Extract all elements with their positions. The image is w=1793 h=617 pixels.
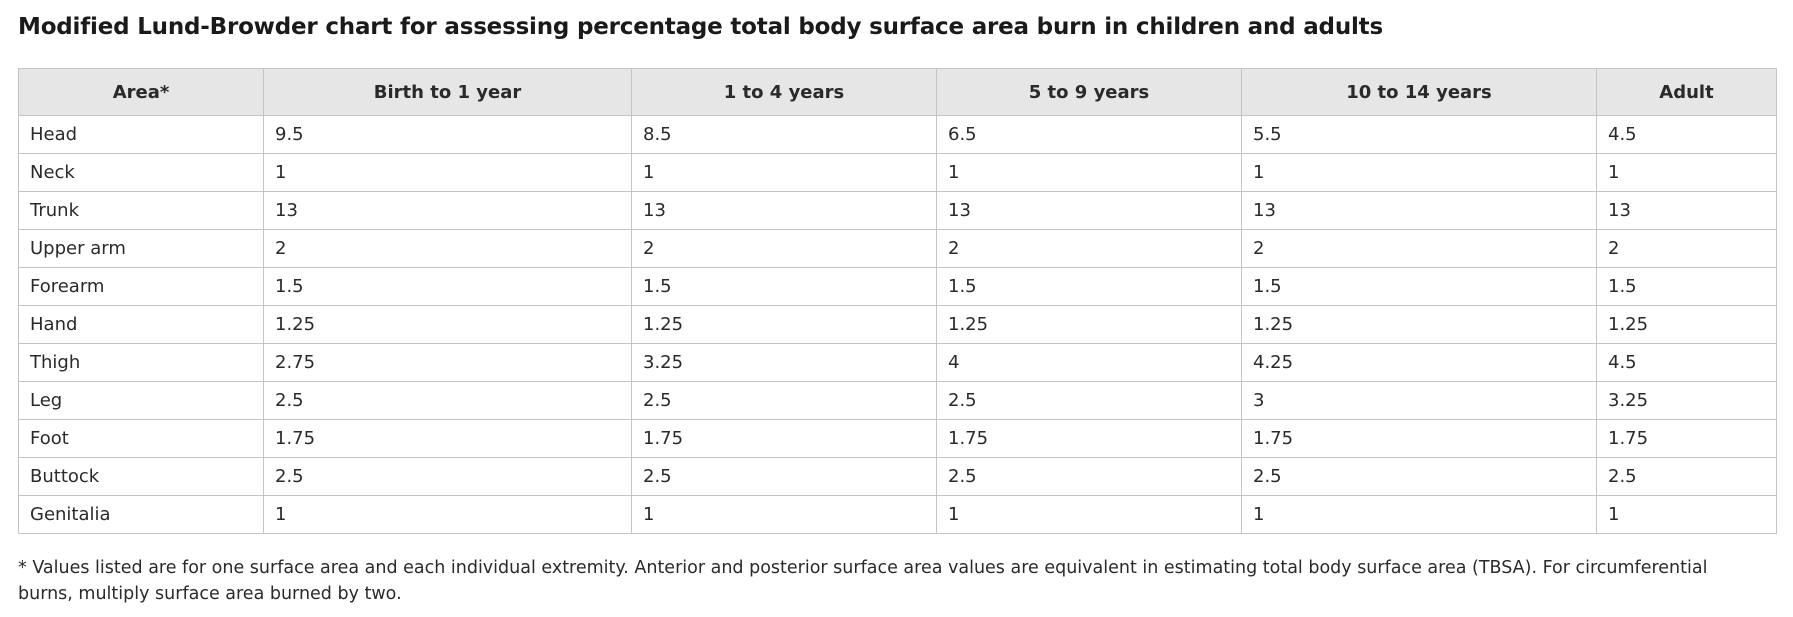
value-cell: 3.25 <box>631 343 937 382</box>
column-header: 5 to 9 years <box>936 68 1242 116</box>
value-cell: 2 <box>631 229 937 268</box>
value-cell: 13 <box>936 191 1242 230</box>
column-header: Birth to 1 year <box>263 68 632 116</box>
value-cell: 1.75 <box>1241 419 1597 458</box>
value-cell: 1.25 <box>1596 305 1777 344</box>
table-row: Genitalia 1 1 1 1 1 <box>18 495 1777 534</box>
page-title: Modified Lund-Browder chart for assessin… <box>18 14 1383 40</box>
area-cell: Genitalia <box>18 495 264 534</box>
value-cell: 1 <box>1596 153 1777 192</box>
value-cell: 1 <box>1241 153 1597 192</box>
table-row: Thigh 2.75 3.25 4 4.25 4.5 <box>18 343 1777 382</box>
value-cell: 1 <box>631 495 937 534</box>
value-cell: 1.75 <box>1596 419 1777 458</box>
value-cell: 13 <box>1241 191 1597 230</box>
value-cell: 1.5 <box>1241 267 1597 306</box>
value-cell: 1.25 <box>936 305 1242 344</box>
value-cell: 13 <box>263 191 632 230</box>
table-row: Foot 1.75 1.75 1.75 1.75 1.75 <box>18 419 1777 458</box>
table-footnote: * Values listed are for one surface area… <box>18 558 1708 604</box>
table-header: Area* Birth to 1 year 1 to 4 years 5 to 9 y… <box>18 68 1777 116</box>
value-cell: 2 <box>1596 229 1777 268</box>
column-header: Adult <box>1596 68 1777 116</box>
value-cell: 2.5 <box>1596 457 1777 496</box>
value-cell: 4.5 <box>1596 343 1777 382</box>
value-cell: 3.25 <box>1596 381 1777 420</box>
value-cell: 1 <box>1241 495 1597 534</box>
column-header: 1 to 4 years <box>631 68 937 116</box>
table-row: Trunk 13 13 13 13 13 <box>18 191 1777 230</box>
value-cell: 1 <box>936 153 1242 192</box>
value-cell: 1.5 <box>631 267 937 306</box>
value-cell: 1.5 <box>1596 267 1777 306</box>
area-cell: Foot <box>18 419 264 458</box>
area-cell: Forearm <box>18 267 264 306</box>
area-cell: Buttock <box>18 457 264 496</box>
value-cell: 1 <box>631 153 937 192</box>
column-header: Area* <box>18 68 264 116</box>
value-cell: 2.75 <box>263 343 632 382</box>
value-cell: 4 <box>936 343 1242 382</box>
value-cell: 1.5 <box>263 267 632 306</box>
value-cell: 1 <box>1596 495 1777 534</box>
value-cell: 5.5 <box>1241 115 1597 154</box>
value-cell: 2 <box>936 229 1242 268</box>
area-cell: Thigh <box>18 343 264 382</box>
area-cell: Head <box>18 115 264 154</box>
value-cell: 4.25 <box>1241 343 1597 382</box>
value-cell: 1.25 <box>631 305 937 344</box>
area-cell: Hand <box>18 305 264 344</box>
value-cell: 2 <box>263 229 632 268</box>
table-row: Neck 1 1 1 1 1 <box>18 153 1777 192</box>
value-cell: 2.5 <box>631 457 937 496</box>
value-cell: 2.5 <box>936 381 1242 420</box>
value-cell: 1 <box>263 153 632 192</box>
value-cell: 6.5 <box>936 115 1242 154</box>
area-cell: Trunk <box>18 191 264 230</box>
value-cell: 8.5 <box>631 115 937 154</box>
value-cell: 1.5 <box>936 267 1242 306</box>
value-cell: 3 <box>1241 381 1597 420</box>
value-cell: 4.5 <box>1596 115 1777 154</box>
table-row: Buttock 2.5 2.5 2.5 2.5 2.5 <box>18 457 1777 496</box>
value-cell: 13 <box>1596 191 1777 230</box>
table-row: Leg 2.5 2.5 2.5 3 3.25 <box>18 381 1777 420</box>
table-row: Hand 1.25 1.25 1.25 1.25 1.25 <box>18 305 1777 344</box>
area-cell: Upper arm <box>18 229 264 268</box>
value-cell: 1.25 <box>263 305 632 344</box>
value-cell: 1 <box>263 495 632 534</box>
value-cell: 2.5 <box>631 381 937 420</box>
value-cell: 1 <box>936 495 1242 534</box>
value-cell: 2.5 <box>263 457 632 496</box>
value-cell: 1.25 <box>1241 305 1597 344</box>
table-row: Forearm 1.5 1.5 1.5 1.5 1.5 <box>18 267 1777 306</box>
area-cell: Neck <box>18 153 264 192</box>
value-cell: 1.75 <box>936 419 1242 458</box>
value-cell: 9.5 <box>263 115 632 154</box>
value-cell: 2 <box>1241 229 1597 268</box>
area-cell: Leg <box>18 381 264 420</box>
value-cell: 2.5 <box>1241 457 1597 496</box>
table-row: Upper arm 2 2 2 2 2 <box>18 229 1777 268</box>
table-row: Head 9.5 8.5 6.5 5.5 4.5 <box>18 115 1777 154</box>
lund-browder-table: Area* Birth to 1 year 1 to 4 years 5 to 9 y… <box>18 68 1777 534</box>
value-cell: 1.75 <box>631 419 937 458</box>
value-cell: 2.5 <box>936 457 1242 496</box>
value-cell: 1.75 <box>263 419 632 458</box>
header-row: Area* Birth to 1 year 1 to 4 years 5 to 9 y… <box>18 68 1777 116</box>
column-header: 10 to 14 years <box>1241 68 1597 116</box>
value-cell: 13 <box>631 191 937 230</box>
value-cell: 2.5 <box>263 381 632 420</box>
table-body: Head 9.5 8.5 6.5 5.5 4.5 Neck 1 1 1 1 1 Trunk 13 13 13 1… <box>18 115 1777 534</box>
